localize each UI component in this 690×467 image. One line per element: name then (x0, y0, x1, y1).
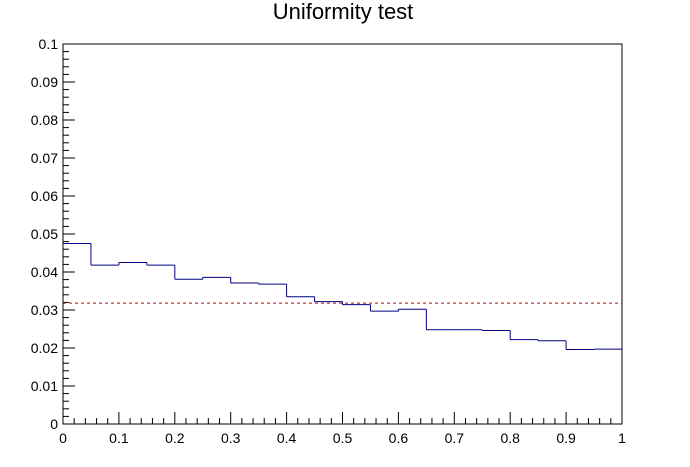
y-tick-label: 0.09 (31, 74, 58, 90)
x-tick-label: 0.2 (165, 430, 185, 446)
x-tick-label: 0.3 (221, 430, 241, 446)
y-tick-label: 0.06 (31, 188, 58, 204)
plot-frame (62, 43, 623, 425)
x-tick-label: 0.6 (389, 430, 409, 446)
y-tick-label: 0.1 (39, 36, 59, 52)
x-tick-label: 0.9 (556, 430, 576, 446)
x-tick-label: 0.4 (277, 430, 297, 446)
y-tick-label: 0 (50, 416, 58, 432)
y-tick-label: 0.04 (31, 264, 58, 280)
y-tick-label: 0.01 (31, 378, 58, 394)
chart-title: Uniformity test (273, 0, 414, 24)
x-tick-label: 1 (618, 430, 626, 446)
y-tick-label: 0.05 (31, 226, 58, 242)
plot-area (63, 243, 622, 351)
y-tick-label: 0.02 (31, 340, 58, 356)
axes: 0 0.1 0.2 0.3 0.4 0.5 0.6 0.7 0.8 0.9 1 0 0.01 0.02 0.… (31, 36, 626, 446)
x-tick-label: 0 (59, 430, 67, 446)
y-tick-label: 0.07 (31, 150, 58, 166)
x-tick-label: 0.7 (445, 430, 465, 446)
y-tick-label: 0.03 (31, 302, 58, 318)
y-tick-label: 0.08 (31, 112, 58, 128)
x-tick-label: 0.1 (109, 430, 129, 446)
x-tick-label: 0.8 (500, 430, 520, 446)
x-tick-label: 0.5 (333, 430, 353, 446)
